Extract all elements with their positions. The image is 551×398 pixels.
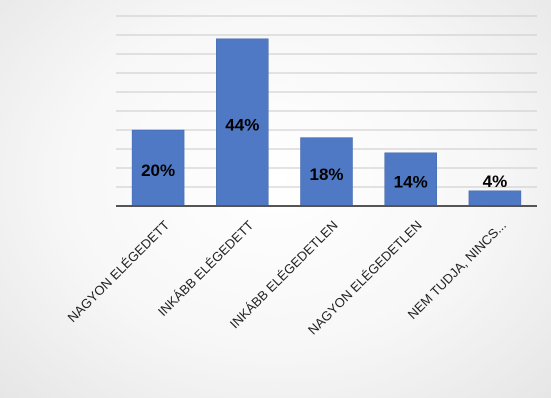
category-tick-label: NEM TUDJA, NINCS... (405, 218, 509, 322)
gridlines (116, 15, 537, 188)
data-label: 20% (141, 161, 175, 180)
data-label: 44% (225, 115, 259, 134)
data-labels: 20% 44% 18% 14% 4% (141, 115, 507, 191)
bar (468, 190, 522, 207)
data-label: 18% (309, 165, 343, 184)
data-label: 4% (483, 172, 508, 191)
bar (131, 129, 185, 207)
bar (216, 38, 269, 207)
bar (384, 152, 437, 207)
category-tick-label: INKÁBB ELÉGEDETT (155, 217, 257, 319)
data-label: 14% (394, 172, 428, 191)
